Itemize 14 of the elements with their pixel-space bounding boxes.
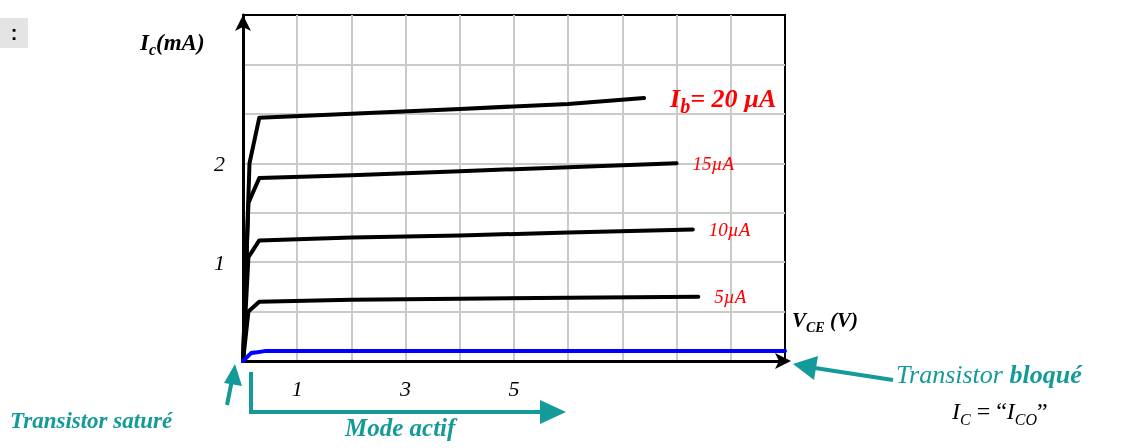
x-axis-title: V$_{CE}$ (V) bbox=[792, 308, 858, 335]
text: Transistor bloqué bbox=[896, 360, 1082, 389]
x-tick-label: 1 bbox=[291, 375, 303, 401]
x-tick-label: 3 bbox=[399, 375, 412, 401]
text: I$_{C}$ = “I$_{CO}$” bbox=[952, 398, 1048, 428]
text: : bbox=[10, 22, 18, 44]
series-label: 15µA bbox=[692, 152, 735, 174]
y-tick-label: 2 bbox=[214, 150, 225, 176]
series-label: 10µA bbox=[708, 219, 751, 241]
series-label: 5µA bbox=[714, 286, 747, 308]
text: Mode actif bbox=[345, 414, 456, 441]
y-axis-title: I$_{c}$(mA) bbox=[140, 30, 205, 58]
text: Transistor saturé bbox=[10, 408, 173, 433]
x-tick-label: 5 bbox=[508, 375, 520, 401]
